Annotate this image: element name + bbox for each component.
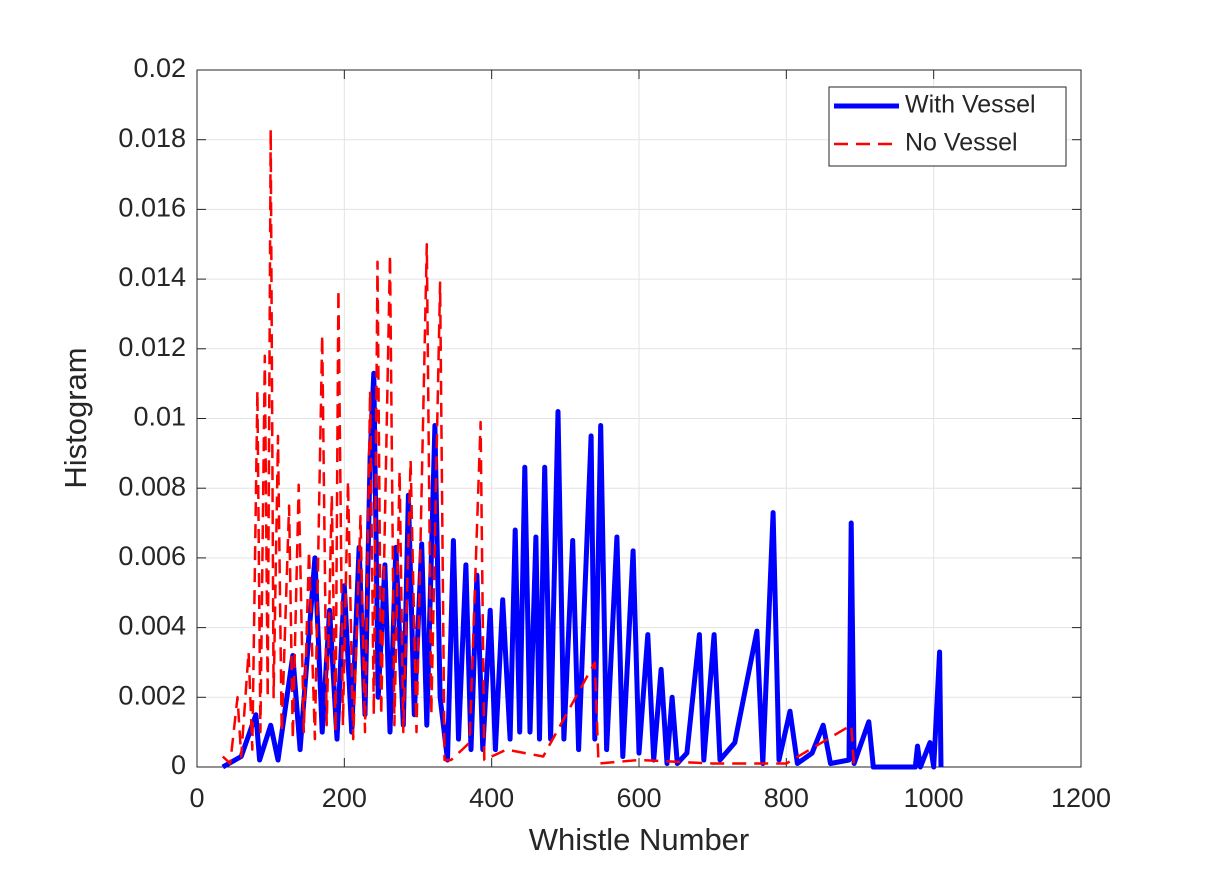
x-tick-label: 400 <box>469 783 514 813</box>
y-tick-label: 0.006 <box>118 541 186 571</box>
legend-label: With Vessel <box>905 91 1036 119</box>
x-axis-label: Whistle Number <box>529 822 750 857</box>
x-tick-label: 1200 <box>1051 783 1111 813</box>
legend-box <box>828 86 1067 167</box>
axes-box <box>196 69 1082 768</box>
x-tick-label: 800 <box>764 783 809 813</box>
y-tick-label: 0.014 <box>118 262 186 292</box>
y-tick-label: 0.018 <box>118 123 186 153</box>
x-tick-label: 0 <box>189 783 204 813</box>
y-tick-label: 0.008 <box>118 471 186 501</box>
y-tick-label: 0.01 <box>133 402 186 432</box>
legend-label: No Vessel <box>905 129 1018 157</box>
x-tick-label: 600 <box>616 783 661 813</box>
x-tick-label: 200 <box>322 783 367 813</box>
y-tick-label: 0.002 <box>118 680 186 710</box>
y-tick-label: 0 <box>171 750 186 780</box>
y-tick-label: 0.004 <box>118 611 186 641</box>
y-tick-label: 0.016 <box>118 193 186 223</box>
series-line <box>221 127 856 768</box>
y-tick-label: 0.02 <box>133 53 186 83</box>
x-tick-label: 1000 <box>904 783 964 813</box>
y-axis-label: Histogram <box>58 347 93 488</box>
y-tick-label: 0.012 <box>118 332 186 362</box>
